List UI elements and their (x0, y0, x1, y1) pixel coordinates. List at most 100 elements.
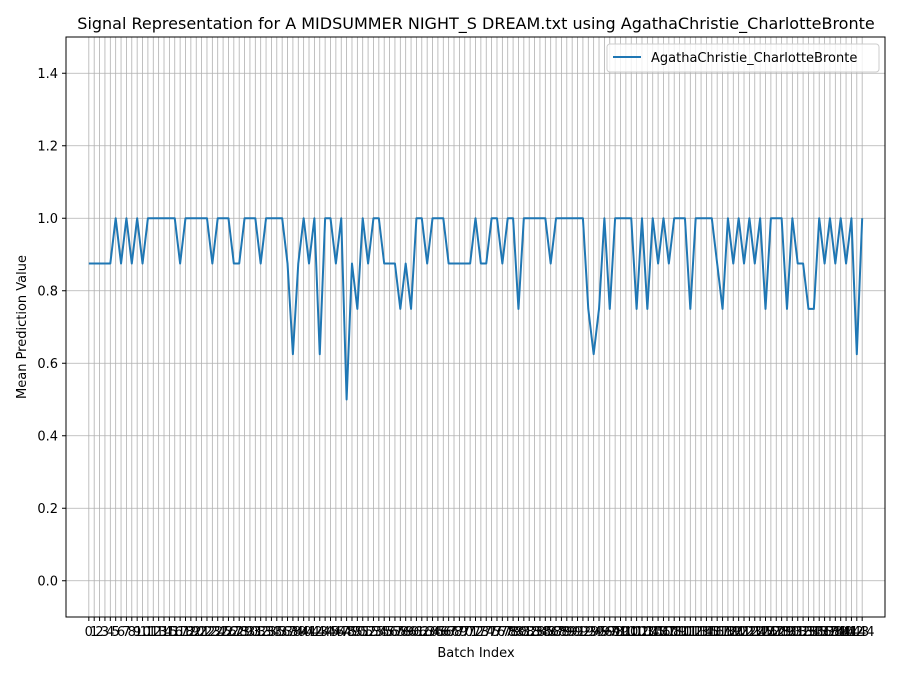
x-tick-label: 5 (112, 625, 120, 640)
x-tick-label: 81 (516, 625, 533, 640)
x-tick-label: 23 (204, 625, 221, 640)
x-tick-label: 31 (247, 625, 264, 640)
x-tick-label: 2 (95, 625, 103, 640)
x-tick-label: 60 (403, 625, 420, 640)
x-tick-label: 121 (726, 625, 751, 640)
x-tick-label: 67 (440, 625, 457, 640)
legend-label: AgathaChristie_CharlotteBronte (651, 51, 857, 66)
axes (62, 36, 886, 621)
x-tick-label: 119 (715, 625, 740, 640)
y-tick-label: 0.6 (37, 357, 58, 372)
x-tick-label: 124 (742, 625, 767, 640)
x-tick-label: 61 (408, 625, 425, 640)
y-tick-label: 0.2 (37, 502, 58, 517)
x-tick-label: 58 (392, 625, 409, 640)
x-tick-label: 135 (801, 625, 826, 640)
x-tick-label: 57 (387, 625, 404, 640)
x-tick-label: 62 (414, 625, 431, 640)
x-tick-label: 134 (796, 625, 821, 640)
x-tick-label: 138 (818, 625, 843, 640)
x-tick-label: 108 (656, 625, 681, 640)
x-tick-label: 73 (473, 625, 490, 640)
x-tick-label: 12 (145, 625, 162, 640)
x-tick-label: 69 (451, 625, 468, 640)
x-tick-label: 71 (462, 625, 479, 640)
x-tick-label: 4 (106, 625, 114, 640)
x-tick-label: 22 (199, 625, 216, 640)
x-tick-label: 48 (338, 625, 355, 640)
x-tick-label: 141 (834, 625, 859, 640)
x-tick-label: 14 (156, 625, 173, 640)
x-tick-label: 77 (494, 625, 511, 640)
x-tick-label: 104 (635, 625, 660, 640)
x-tick-label: 122 (732, 625, 757, 640)
x-tick-label: 126 (753, 625, 778, 640)
x-tick-label: 37 (279, 625, 296, 640)
x-tick-label: 26 (220, 625, 237, 640)
legend-box (606, 43, 880, 73)
x-tick-label: 39 (290, 625, 307, 640)
x-tick-label: 51 (354, 625, 371, 640)
x-tick-label: 93 (580, 625, 597, 640)
x-tick-label: 35 (269, 625, 286, 640)
x-tick-label: 45 (322, 625, 339, 640)
x-tick-label: 41 (301, 625, 318, 640)
x-tick-label: 7 (122, 625, 130, 640)
x-tick-label: 97 (601, 625, 618, 640)
x-tick-label: 123 (737, 625, 762, 640)
x-tick-label: 66 (435, 625, 452, 640)
x-tick-label: 21 (193, 625, 210, 640)
x-tick-label: 130 (775, 625, 800, 640)
x-tick-label: 103 (630, 625, 655, 640)
x-tick-label: 10 (134, 625, 151, 640)
x-tick-label: 56 (381, 625, 398, 640)
y-tick-label: 1.2 (37, 139, 58, 154)
x-tick-label: 79 (505, 625, 522, 640)
x-tick-label: 17 (172, 625, 189, 640)
x-tick-label: 94 (585, 625, 602, 640)
x-tick-label: 105 (640, 625, 665, 640)
x-tick-label: 83 (526, 625, 543, 640)
x-tick-label: 136 (807, 625, 832, 640)
x-tick-label: 117 (705, 625, 730, 640)
x-tick-label: 6 (117, 625, 125, 640)
y-tick-label: 1.0 (37, 212, 58, 227)
x-tick-label: 128 (764, 625, 789, 640)
x-tick-label: 3 (101, 625, 109, 640)
x-tick-label: 87 (548, 625, 565, 640)
x-tick-label: 114 (689, 625, 714, 640)
y-tick-label: 0.0 (37, 574, 58, 589)
x-tick-label: 98 (607, 625, 624, 640)
x-tick-label: 115 (694, 625, 719, 640)
x-tick-label: 47 (333, 625, 350, 640)
x-tick-label: 30 (242, 625, 259, 640)
x-tick-label: 53 (365, 625, 382, 640)
y-tick-label: 0.4 (37, 429, 58, 444)
x-tick-label: 0 (85, 625, 93, 640)
x-tick-label: 84 (532, 625, 549, 640)
x-tick-label: 38 (285, 625, 302, 640)
x-tick-label: 101 (619, 625, 644, 640)
x-tick-label: 9 (133, 625, 141, 640)
x-tick-label: 129 (769, 625, 794, 640)
x-tick-label: 118 (710, 625, 735, 640)
x-tick-label: 86 (542, 625, 559, 640)
x-tick-label: 50 (349, 625, 366, 640)
x-tick-label: 13 (150, 625, 167, 640)
x-tick-label: 125 (748, 625, 773, 640)
x-tick-label: 40 (295, 625, 312, 640)
x-tick-label: 16 (166, 625, 183, 640)
x-tick-label: 107 (651, 625, 676, 640)
x-tick-label: 92 (575, 625, 592, 640)
chart-title: Signal Representation for A MIDSUMMER NI… (77, 14, 874, 34)
x-tick-label: 112 (678, 625, 703, 640)
x-tick-label: 132 (785, 625, 810, 640)
x-tick-label: 42 (306, 625, 323, 640)
x-tick-label: 102 (624, 625, 649, 640)
x-tick-label: 27 (226, 625, 243, 640)
x-tick-label: 55 (376, 625, 393, 640)
x-tick-label: 19 (183, 625, 200, 640)
y-axis-label: Mean Prediction Value (15, 255, 30, 399)
